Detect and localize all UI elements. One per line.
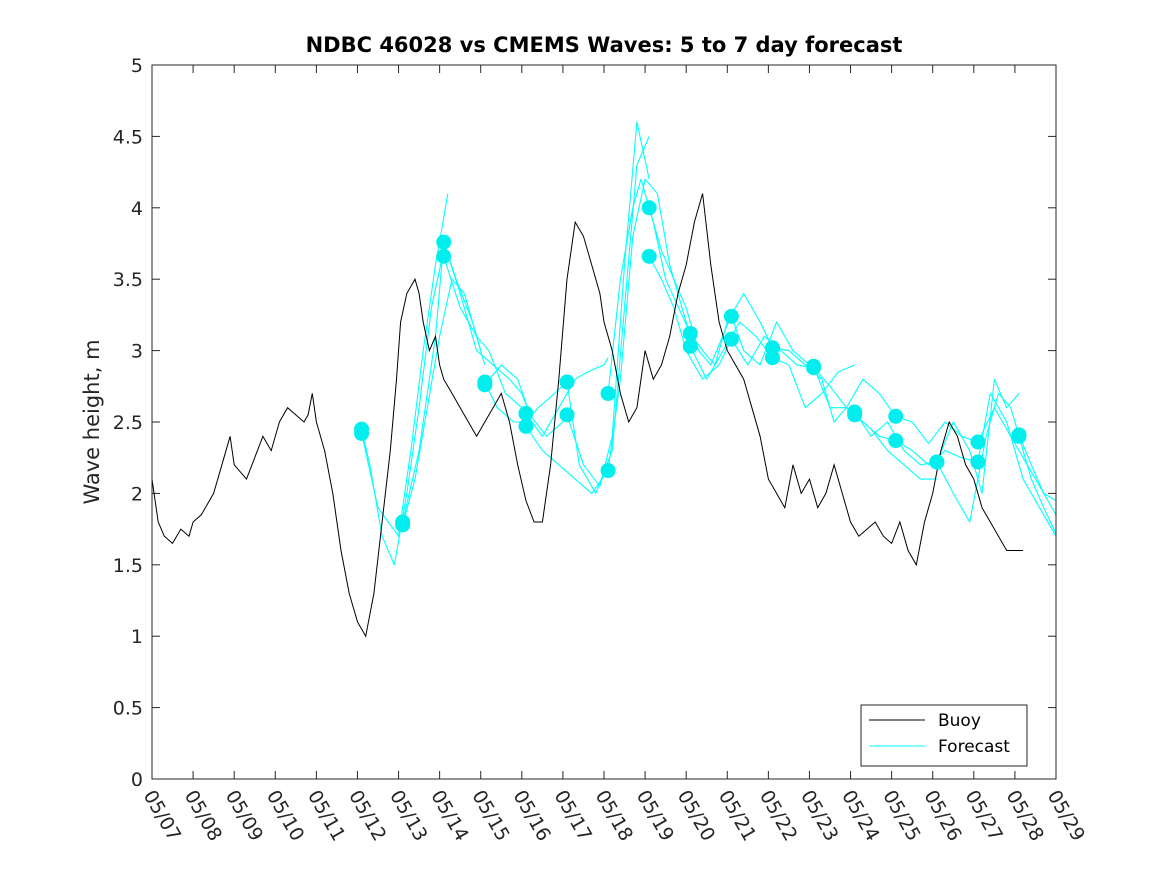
forecast-marker (354, 425, 370, 441)
y-axis-label: Wave height, m (80, 339, 104, 504)
forecast-marker (518, 405, 534, 421)
chart-title: NDBC 46028 vs CMEMS Waves: 5 to 7 day fo… (306, 33, 903, 57)
y-tick-label: 2.5 (113, 412, 143, 434)
forecast-marker (970, 454, 986, 470)
forecast-marker (641, 200, 657, 216)
forecast-marker (929, 454, 945, 470)
legend: Buoy Forecast (860, 704, 1028, 767)
forecast-marker (477, 377, 493, 393)
forecast-marker (723, 331, 739, 347)
forecast-line (648, 207, 732, 366)
y-tick-label: 3.5 (113, 269, 143, 291)
forecast-line (772, 357, 855, 409)
forecast-marker (847, 407, 863, 423)
forecast-marker (600, 463, 616, 479)
forecast-line (936, 378, 1020, 494)
forecast-marker (723, 308, 739, 324)
y-tick-label: 4.5 (113, 126, 143, 148)
y-tick-label: 2 (131, 483, 143, 505)
plot-frame (151, 64, 1057, 780)
y-axis-ticks: 0 0.5 1 1.5 2 2.5 3 3.5 4 4.5 5 (113, 55, 1056, 791)
forecast-line (977, 392, 1056, 537)
forecast-line (895, 415, 979, 444)
forecast-line (402, 278, 482, 525)
forecast-marker (682, 325, 698, 341)
forecast-line (854, 414, 937, 480)
series-layer (152, 121, 1056, 638)
forecast-marker (888, 433, 904, 449)
forecast-line (1018, 436, 1056, 534)
legend-label-buoy: Buoy (938, 711, 981, 731)
y-tick-label: 4 (131, 198, 143, 220)
forecast-marker (970, 434, 986, 450)
forecast-line (813, 366, 897, 417)
forecast-marker (395, 514, 411, 530)
forecast-marker (1011, 428, 1027, 444)
forecast-marker (764, 350, 780, 366)
forecast-marker (436, 248, 452, 264)
forecast-line (607, 178, 691, 471)
legend-box (860, 704, 1028, 767)
forecast-line (607, 178, 691, 394)
forecast-marker (682, 338, 698, 354)
y-tick-label: 0 (131, 769, 143, 791)
forecast-marker (641, 248, 657, 264)
forecast-line (361, 193, 449, 537)
y-tick-label: 1 (131, 626, 143, 648)
forecast-marker (806, 360, 822, 376)
forecast-marker (559, 374, 575, 390)
y-tick-label: 3 (131, 341, 143, 363)
legend-label-forecast: Forecast (938, 737, 1010, 757)
forecast-marker (559, 407, 575, 423)
forecast-marker (518, 418, 534, 434)
forecast-line (977, 407, 1056, 516)
y-tick-label: 0.5 (113, 698, 143, 720)
forecast-line (1018, 434, 1056, 501)
forecast-marker (436, 234, 452, 250)
forecast-line (936, 392, 1020, 523)
plot-area (152, 65, 1056, 779)
y-tick-label: 5 (131, 55, 143, 77)
forecast-marker (600, 385, 616, 401)
forecast-line (525, 425, 609, 494)
y-tick-label: 1.5 (113, 555, 143, 577)
forecast-marker (888, 408, 904, 424)
buoy-line (152, 193, 1024, 638)
forecast-line (443, 241, 531, 416)
forecast-line (566, 136, 650, 494)
forecast-line (525, 357, 609, 437)
